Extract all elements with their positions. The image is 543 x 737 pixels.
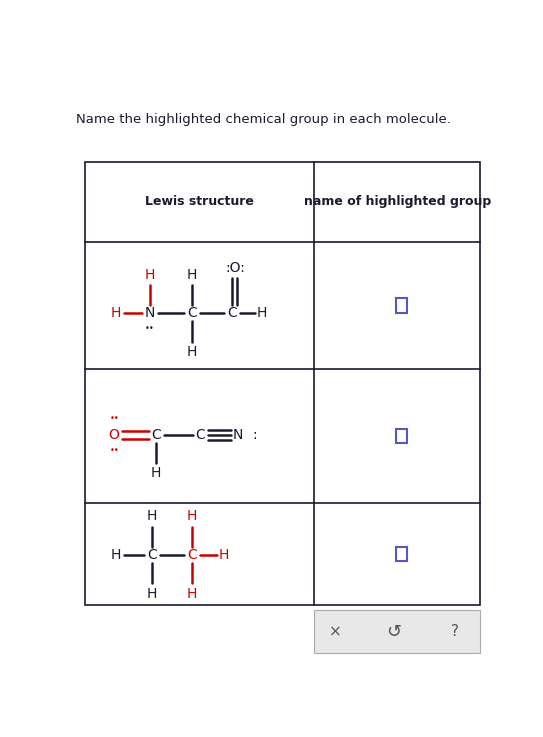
Text: C: C — [195, 427, 205, 441]
Text: H: H — [111, 306, 122, 320]
Text: C: C — [147, 548, 157, 562]
Text: ••: •• — [109, 446, 119, 455]
FancyBboxPatch shape — [85, 162, 481, 605]
Text: Name the highlighted chemical group in each molecule.: Name the highlighted chemical group in e… — [76, 113, 451, 126]
Text: H: H — [151, 467, 161, 481]
Text: ?: ? — [451, 624, 459, 639]
Text: ••: •• — [145, 324, 155, 333]
Text: H: H — [187, 268, 197, 282]
Text: C: C — [227, 306, 237, 320]
FancyBboxPatch shape — [396, 429, 407, 443]
Text: H: H — [187, 345, 197, 359]
Text: H: H — [187, 587, 197, 601]
Text: N: N — [145, 306, 155, 320]
Text: H: H — [187, 509, 197, 523]
Text: ×: × — [329, 624, 342, 639]
Text: H: H — [147, 509, 157, 523]
FancyBboxPatch shape — [396, 547, 407, 561]
FancyBboxPatch shape — [396, 298, 407, 312]
Text: H: H — [111, 548, 122, 562]
Text: ••: •• — [109, 414, 119, 423]
Text: H: H — [147, 587, 157, 601]
Text: H: H — [145, 268, 155, 282]
FancyBboxPatch shape — [314, 610, 481, 653]
Text: name of highlighted group: name of highlighted group — [304, 195, 491, 209]
Text: H: H — [256, 306, 267, 320]
Text: C: C — [151, 427, 161, 441]
Text: Lewis structure: Lewis structure — [145, 195, 254, 209]
Text: H: H — [218, 548, 229, 562]
Text: :: : — [252, 427, 257, 441]
Text: N: N — [233, 427, 243, 441]
Text: ↺: ↺ — [387, 623, 402, 640]
Text: C: C — [187, 306, 197, 320]
Text: O: O — [109, 427, 119, 441]
Text: C: C — [187, 548, 197, 562]
Text: :O:: :O: — [225, 261, 245, 275]
